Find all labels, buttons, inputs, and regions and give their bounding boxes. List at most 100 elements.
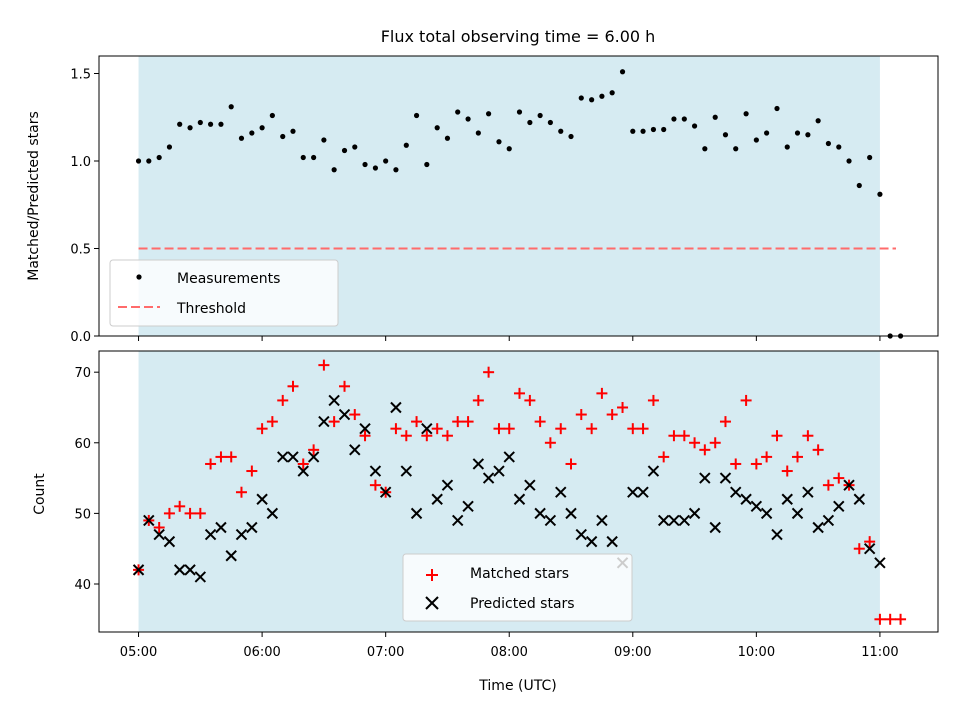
predicted-star-point (163, 535, 176, 548)
measurement-point (197, 119, 203, 126)
legend-measurements-marker (136, 274, 142, 280)
y-tick-label: 1.5 (70, 68, 91, 83)
ratio-legend: Measurements Threshold (109, 259, 339, 327)
measurement-point (228, 104, 234, 110)
matched-star-point (658, 451, 670, 463)
measurement-point (424, 161, 430, 168)
matched-star-point (493, 423, 505, 435)
measurement-point (589, 97, 595, 103)
predicted-star-point (359, 422, 371, 435)
measurement-point (444, 135, 451, 141)
measurement-point (135, 158, 142, 164)
ratio-data-layer (135, 69, 904, 339)
legend-matched-marker (426, 569, 438, 581)
measurement-point (383, 158, 389, 164)
ratio-x-ticks (138, 336, 881, 341)
measurement-point (413, 112, 420, 119)
y-tick-label: 1.0 (70, 155, 91, 170)
measurement-point (846, 158, 852, 164)
legend-threshold-label: Threshold (176, 301, 246, 317)
measurement-point (496, 139, 502, 145)
predicted-star-point (534, 507, 546, 520)
matched-star-point (647, 394, 659, 406)
measurement-point (712, 114, 718, 120)
predicted-star-point (750, 500, 763, 513)
predicted-star-point (184, 564, 196, 576)
legend-matched-label: Matched stars (470, 566, 569, 582)
matched-star-point (874, 613, 886, 625)
x-tick-label: 06:00 (243, 645, 280, 660)
matched-star-point (761, 451, 773, 463)
matched-star-point (225, 451, 237, 463)
measurement-point (640, 128, 646, 134)
measurement-point (784, 144, 790, 150)
matched-star-point (668, 430, 680, 442)
measurement-point (300, 154, 306, 161)
matched-star-point (637, 423, 649, 435)
x-tick-label: 11:00 (861, 645, 898, 660)
measurement-point (609, 90, 615, 96)
ratio-legend-box (109, 259, 339, 327)
predicted-star-point (390, 401, 402, 414)
matched-star-point (472, 394, 484, 406)
predicted-star-point (843, 479, 855, 491)
matched-star-point (452, 416, 464, 428)
measurement-point (269, 112, 275, 119)
matched-star-point (586, 423, 598, 435)
matched-star-point (730, 458, 742, 470)
measurement-point (733, 146, 739, 152)
measurement-point (702, 146, 708, 152)
measurement-point (259, 125, 265, 131)
ratio-y-ticks: 0.0 0.5 1.0 1.5 (70, 68, 99, 345)
matched-star-point (246, 465, 258, 477)
predicted-star-point (421, 422, 433, 435)
count-data-layer (132, 359, 907, 625)
measurement-point (650, 126, 657, 133)
predicted-star-point (297, 465, 309, 477)
predicted-star-point (575, 528, 587, 541)
matched-star-point (596, 387, 608, 399)
predicted-star-point (596, 514, 608, 527)
measurement-point (630, 128, 636, 134)
predicted-star-point (874, 557, 886, 569)
predicted-star-point (287, 451, 299, 463)
predicted-star-point (760, 507, 773, 520)
measurement-point (331, 167, 337, 173)
measurement-point (558, 128, 564, 134)
measurement-point (599, 93, 605, 99)
predicted-star-point (328, 394, 340, 407)
measurement-point (207, 121, 214, 127)
matched-star-point (627, 423, 639, 435)
matched-star-point (802, 430, 814, 442)
matched-star-point (308, 444, 320, 456)
predicted-star-point (338, 408, 351, 421)
measurement-point (434, 125, 440, 131)
measurement-point (475, 130, 481, 136)
matched-star-point (771, 430, 783, 442)
predicted-star-point (472, 458, 485, 470)
predicted-star-point (791, 507, 804, 520)
predicted-star-point (307, 451, 320, 463)
measurement-point (516, 109, 523, 115)
measurement-point (877, 191, 883, 197)
legend-predicted-label: Predicted stars (470, 596, 575, 612)
measurement-point (722, 132, 729, 138)
predicted-star-point (318, 415, 330, 428)
predicted-star-point (503, 451, 515, 463)
matched-star-point (266, 416, 278, 428)
predicted-star-point (349, 444, 361, 456)
matched-star-point (297, 458, 309, 470)
matched-star-point (339, 380, 351, 392)
measurement-point (311, 154, 317, 161)
count-panel: 40 50 60 70 05:00 06:00 07:00 08:00 09:00 10:00 1… (32, 350, 939, 694)
predicted-star-point (441, 479, 454, 491)
count-legend: Matched stars Predicted stars (402, 553, 633, 622)
measurement-point (537, 112, 543, 119)
measurement-point (681, 116, 687, 122)
measurement-point (290, 128, 296, 134)
measurement-point (506, 146, 512, 152)
measurement-point (238, 135, 245, 141)
matched-star-point (235, 486, 247, 498)
predicted-star-point (400, 465, 413, 477)
